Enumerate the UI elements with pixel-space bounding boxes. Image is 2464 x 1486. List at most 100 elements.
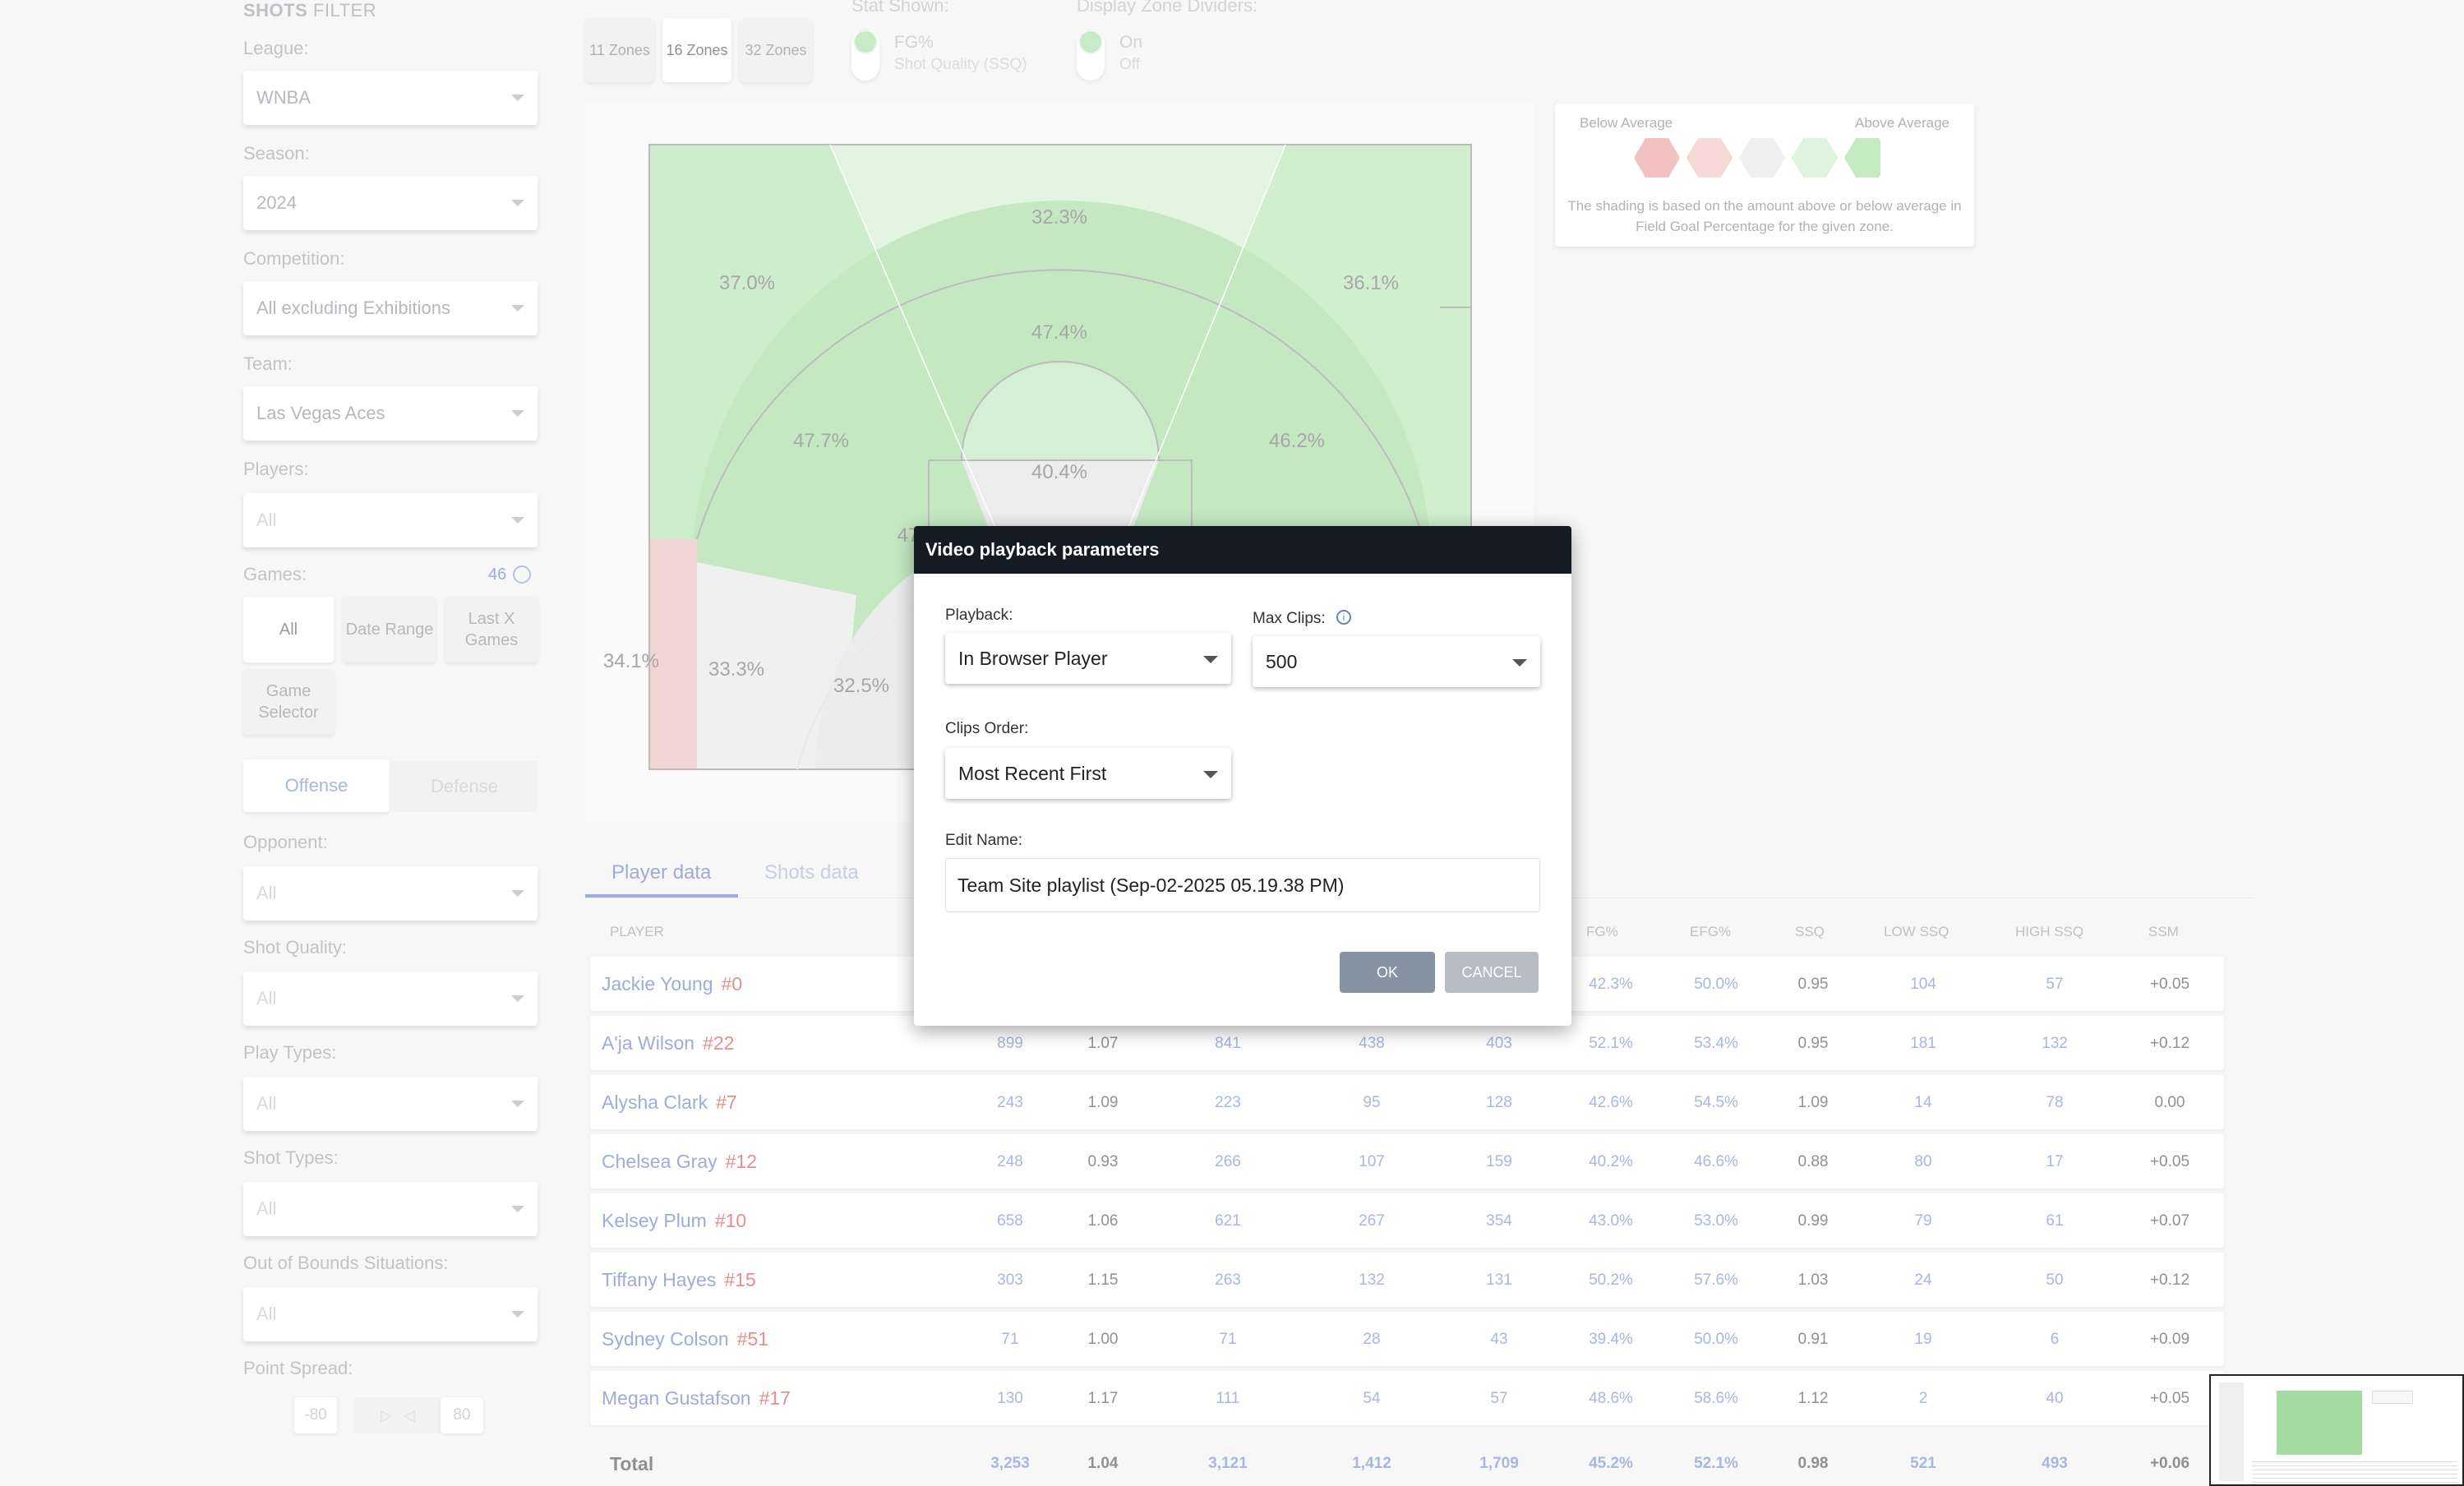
col-header-ssm[interactable]: SSM [2148,924,2179,939]
slider-handle-icon[interactable]: ◁ [404,1406,415,1424]
player-name-link[interactable]: Jackie Young #0 [602,973,742,995]
games-last-x-button[interactable]: Last X Games [445,597,538,662]
table-cell[interactable]: 128 [1486,1094,1512,1111]
page-minimap[interactable] [2209,1374,2464,1486]
player-name[interactable]: Sydney Colson [602,1328,729,1350]
table-cell[interactable]: 403 [1486,1035,1512,1052]
table-cell[interactable]: 50.0% [1694,1331,1738,1348]
player-name-link[interactable]: Kelsey Plum #10 [602,1210,746,1232]
table-cell[interactable]: 17 [2046,1153,2064,1170]
col-header-low-ssq[interactable]: LOW SSQ [1884,924,1950,939]
table-cell[interactable]: 19 [1914,1331,1932,1348]
col-header-player[interactable]: PLAYER [610,924,664,939]
player-name[interactable]: Jackie Young [602,973,713,995]
table-cell[interactable]: 267 [1359,1212,1385,1230]
table-cell[interactable]: 132 [2042,1035,2068,1052]
player-name-link[interactable]: Megan Gustafson #17 [602,1387,791,1410]
table-cell[interactable]: 181 [1910,1035,1936,1052]
player-name[interactable]: Tiffany Hayes [602,1269,717,1290]
max-clips-select[interactable]: 500 [1253,636,1540,687]
col-header-ssq[interactable]: SSQ [1795,924,1825,939]
opponent-select[interactable]: All [243,866,538,921]
table-cell[interactable]: 263 [1215,1271,1241,1289]
player-name[interactable]: Chelsea Gray [602,1151,718,1172]
stat-option-ssq[interactable]: Shot Quality (SSQ) [894,56,1027,73]
table-cell[interactable]: 57.6% [1694,1271,1738,1289]
table-cell[interactable]: 52.1% [1589,1035,1633,1052]
player-name[interactable]: Megan Gustafson [602,1387,751,1409]
table-cell[interactable]: 243 [997,1094,1023,1111]
table-cell[interactable]: 54 [1363,1390,1381,1407]
table-cell[interactable]: 53.0% [1694,1212,1738,1230]
table-cell[interactable]: 841 [1215,1035,1241,1052]
table-row[interactable]: Alysha Clark #7 243 1.09 223 95 128 42.6% 54.5% 1… [590,1075,2224,1129]
table-cell[interactable]: 43.0% [1589,1212,1633,1230]
table-cell[interactable]: 104 [1910,976,1936,993]
tab-shots-data[interactable]: Shots data [764,861,859,884]
oob-select[interactable]: All [243,1287,538,1341]
games-all-button[interactable]: All [243,597,334,662]
table-cell[interactable]: 79 [1914,1212,1932,1230]
player-name-link[interactable]: A'ja Wilson #22 [602,1032,734,1055]
table-cell[interactable]: 14 [1914,1094,1932,1111]
playlist-name-input[interactable]: Team Site playlist (Sep-02-2025 05.19.38… [945,858,1540,912]
col-header-efg[interactable]: EFG% [1690,924,1732,939]
table-cell[interactable]: 61 [2046,1212,2064,1230]
table-cell[interactable]: 40 [2046,1390,2064,1407]
table-cell[interactable]: 131 [1486,1271,1512,1289]
table-cell[interactable]: 40.2% [1589,1153,1633,1170]
players-select[interactable]: All [243,493,538,547]
table-cell[interactable]: 80 [1914,1153,1932,1170]
tab-player-data[interactable]: Player data [611,861,712,884]
shot-quality-select[interactable]: All [243,971,538,1026]
table-cell[interactable]: 107 [1359,1153,1385,1170]
league-select[interactable]: WNBA [243,71,538,125]
table-cell[interactable]: 46.6% [1694,1153,1738,1170]
table-row[interactable]: Kelsey Plum #10 658 1.06 621 267 354 43.0% 53.0%… [590,1193,2224,1248]
table-cell[interactable]: 42.3% [1589,976,1633,993]
clips-order-select[interactable]: Most Recent First [945,748,1231,799]
table-cell[interactable]: 54.5% [1694,1094,1738,1111]
playback-select[interactable]: In Browser Player [945,633,1231,684]
defense-toggle[interactable]: Defense [391,761,538,812]
table-cell[interactable]: 24 [1914,1271,1932,1289]
table-cell[interactable]: 266 [1215,1153,1241,1170]
table-cell[interactable]: 28 [1363,1331,1381,1348]
table-cell[interactable]: 39.4% [1589,1331,1633,1348]
table-cell[interactable]: 438 [1359,1035,1385,1052]
info-icon[interactable]: i [1336,610,1351,625]
spread-min-input[interactable]: -80 [294,1397,337,1433]
player-name-link[interactable]: Sydney Colson #51 [602,1328,768,1350]
season-select[interactable]: 2024 [243,176,538,230]
table-row[interactable]: Tiffany Hayes #15 303 1.15 263 132 131 50.2% 57.… [590,1253,2224,1307]
table-cell[interactable]: 57 [2046,976,2064,993]
shot-types-select[interactable]: All [243,1182,538,1236]
cancel-button[interactable]: CANCEL [1445,952,1539,993]
table-cell[interactable]: 223 [1215,1094,1241,1111]
table-cell[interactable]: 78 [2046,1094,2064,1111]
toggle-knob[interactable] [853,30,878,54]
table-cell[interactable]: 50.2% [1589,1271,1633,1289]
table-cell[interactable]: 130 [997,1390,1023,1407]
table-cell[interactable]: 6 [2050,1331,2060,1348]
player-name[interactable]: A'ja Wilson [602,1032,695,1054]
table-cell[interactable]: 53.4% [1694,1035,1738,1052]
table-cell[interactable]: 111 [1216,1390,1240,1407]
slider-handle-icon[interactable]: ▷ [381,1406,392,1424]
ok-button[interactable]: OK [1340,952,1435,993]
toggle-knob[interactable] [1078,30,1103,54]
table-cell[interactable]: 899 [997,1035,1023,1052]
table-cell[interactable]: 354 [1486,1212,1512,1230]
table-cell[interactable]: 159 [1486,1153,1512,1170]
globe-icon[interactable] [513,565,531,584]
table-cell[interactable]: 303 [997,1271,1023,1289]
table-cell[interactable]: 248 [997,1153,1023,1170]
table-cell[interactable]: 71 [1001,1331,1019,1348]
spread-max-input[interactable]: 80 [441,1397,483,1433]
table-row[interactable]: Sydney Colson #51 71 1.00 71 28 43 39.4% 50.0% 0.… [590,1312,2224,1366]
table-cell[interactable]: 43 [1490,1331,1508,1348]
table-cell[interactable]: 50.0% [1694,976,1738,993]
table-cell[interactable]: 42.6% [1589,1094,1633,1111]
zones-32-button[interactable]: 32 Zones [740,18,812,82]
table-cell[interactable]: 71 [1219,1331,1237,1348]
